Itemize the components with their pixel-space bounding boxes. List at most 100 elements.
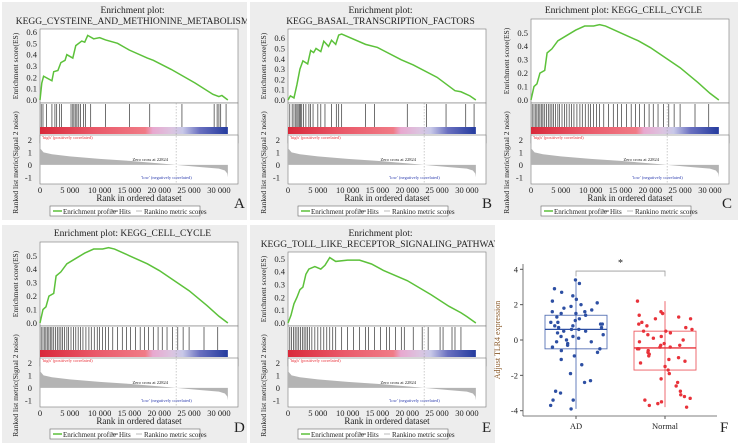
- x-tick-label: 5 000: [60, 185, 79, 195]
- data-point: [583, 313, 588, 317]
- data-point: [640, 320, 644, 325]
- gsea-chart: Enrichment plot:KEGG_TOLL_LIKE_RECEPTOR_…: [250, 225, 500, 443]
- legend-enrichment-profile: Enrichment profile: [311, 208, 364, 216]
- x-tick-label: 15 000: [366, 185, 389, 195]
- chart-title: Enrichment plot: KEGG_CELL_CYCLE: [54, 229, 211, 239]
- chart-title: Enrichment plot:: [348, 6, 412, 16]
- data-point: [555, 315, 559, 319]
- data-point: [663, 364, 667, 369]
- legend-ranking-metric: Rankino metric scores: [392, 431, 455, 439]
- data-point: [595, 350, 600, 355]
- es-tick-label: 0.0: [517, 95, 528, 105]
- x-tick-label: 10 000: [579, 185, 602, 195]
- data-point: [562, 329, 566, 333]
- es-plot-area: [287, 28, 487, 104]
- significance-marker: *: [618, 258, 623, 269]
- data-point: [674, 384, 678, 388]
- x-tick-label: 0: [286, 185, 290, 195]
- zero-cross-label: Zero cross at 22824: [380, 380, 416, 385]
- gsea-chart: Enrichment plot: KEGG_CELL_CYCLE 0.0 0.1 0.…: [2, 225, 247, 443]
- metric-tick-label: 0: [519, 160, 523, 170]
- data-point: [684, 325, 688, 330]
- data-point: [690, 327, 694, 332]
- es-plot-area: [530, 18, 730, 104]
- data-point: [679, 393, 683, 397]
- metric-tick-label: -1: [25, 395, 32, 405]
- metric-tick-label: 0: [28, 383, 32, 393]
- data-point: [556, 325, 561, 330]
- data-point: [668, 345, 672, 349]
- data-point: [641, 329, 646, 333]
- x-tick-label: 30 000: [455, 408, 478, 418]
- gsea-panel-c: Enrichment plot: KEGG_CELL_CYCLE 0.0 0.1 0.…: [493, 2, 738, 220]
- low-label: 'low' (negatively correlated): [141, 398, 192, 403]
- enrichment-profile-line: [530, 23, 720, 101]
- ranking-metric-area: [40, 371, 228, 401]
- x-tick-label: 20 000: [396, 185, 419, 195]
- x-axis-label: Rank in ordered dataset: [344, 416, 430, 426]
- data-point: [643, 398, 647, 402]
- data-point: [659, 400, 664, 404]
- data-point: [569, 407, 573, 411]
- x-tick-label: 30 000: [207, 185, 230, 195]
- metric-axis-label: Ranked list metric(Signal 2 noise): [11, 334, 20, 437]
- es-tick-label: 0.5: [274, 254, 285, 264]
- legend-box: [540, 205, 692, 217]
- es-plot-area: [287, 251, 487, 327]
- zero-cross-label: Zero cross at 22824: [132, 157, 168, 162]
- chart-title: Enrichment plot: KEGG_CELL_CYCLE: [545, 6, 702, 16]
- high-label: 'high' (positively correlated): [533, 135, 584, 140]
- rank-color-bar: [288, 127, 476, 134]
- metric-axis-label: Ranked list metric(Signal 2 noise): [11, 111, 20, 214]
- data-point: [601, 332, 605, 337]
- legend-ranking-metric: Rankino metric scores: [635, 208, 698, 216]
- data-point: [548, 403, 553, 408]
- es-tick-label: 0.5: [26, 251, 37, 261]
- data-point: [589, 340, 593, 344]
- data-point: [571, 398, 575, 402]
- high-label: 'high' (positively correlated): [42, 358, 93, 363]
- y-tick-label: 4: [514, 264, 519, 274]
- x-tick-label: 30 000: [207, 408, 230, 418]
- data-point: [666, 368, 670, 372]
- data-point: [646, 332, 650, 337]
- x-tick-label: 15 000: [118, 185, 141, 195]
- data-point: [595, 301, 599, 305]
- rank-color-bar: [40, 350, 228, 357]
- ranking-metric-area: [288, 148, 476, 178]
- data-point: [564, 338, 569, 342]
- high-label: 'high' (positively correlated): [290, 135, 341, 140]
- metric-tick-label: 1: [28, 147, 32, 157]
- zero-cross-label: Zero cross at 22824: [623, 157, 659, 162]
- metric-tick-label: 1: [519, 147, 523, 157]
- metric-tick-label: 2: [276, 135, 280, 145]
- data-point: [662, 341, 666, 346]
- es-tick-label: 0.5: [26, 38, 37, 48]
- es-tick-label: 0.2: [517, 68, 528, 78]
- data-point: [577, 317, 582, 321]
- legend-hits: Hits: [367, 431, 379, 439]
- data-point: [571, 334, 575, 339]
- data-point: [574, 297, 579, 302]
- x-tick-label: 15 000: [366, 408, 389, 418]
- x-tick-label: 0: [38, 408, 42, 418]
- y-tick-label: 2: [514, 300, 518, 310]
- metric-tick-label: 0: [276, 383, 280, 393]
- legend-enrichment-profile: Enrichment profile: [63, 431, 116, 439]
- legend-enrichment-profile: Enrichment profile: [554, 208, 607, 216]
- es-tick-label: 0.0: [26, 95, 37, 105]
- x-tick-label: 0: [38, 185, 42, 195]
- data-point: [577, 281, 582, 286]
- x-tick-label: 20 000: [148, 408, 171, 418]
- es-tick-label: 0.3: [274, 64, 285, 74]
- data-point: [667, 357, 671, 362]
- x-tick-label: 20 000: [396, 408, 419, 418]
- x-tick-label: 30 000: [455, 185, 478, 195]
- metric-tick-label: 0: [28, 160, 32, 170]
- x-tick-label: 15 000: [118, 408, 141, 418]
- data-point: [653, 317, 658, 321]
- metric-axis-label: Ranked list metric(Signal 2 noise): [259, 111, 268, 214]
- es-tick-label: 0.4: [274, 54, 285, 64]
- data-point: [682, 394, 687, 399]
